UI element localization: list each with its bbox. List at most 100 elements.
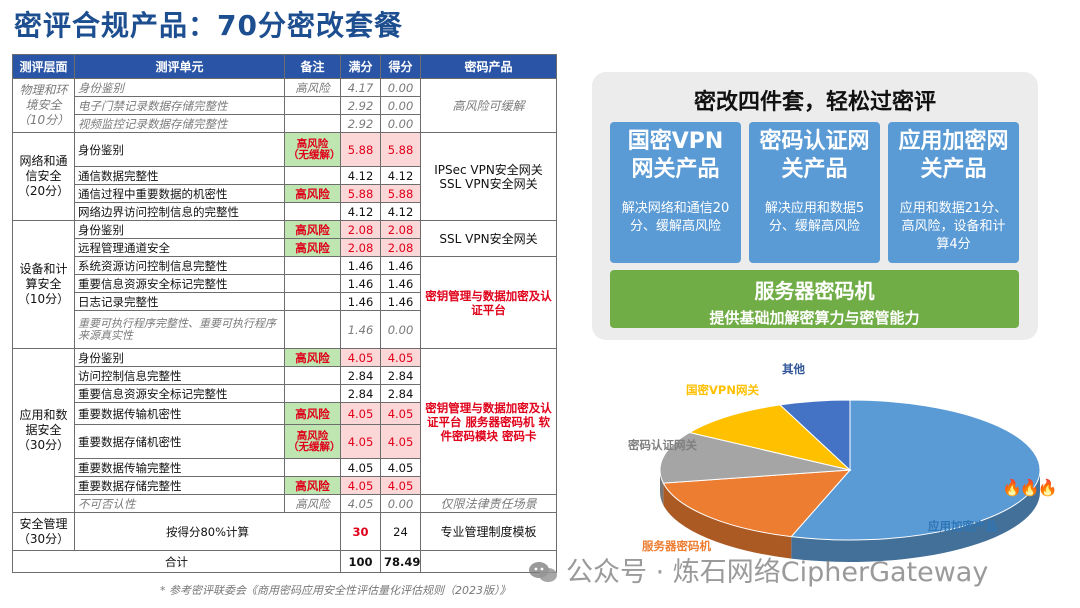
score-cell: 0.00	[380, 78, 421, 97]
note-cell	[284, 458, 341, 477]
score-cell: 4.05	[380, 348, 421, 367]
total-score: 78.49	[380, 550, 421, 573]
score-cell: 4.05	[380, 458, 421, 477]
pie-label: 其他	[782, 362, 805, 376]
note-cell: 高风险	[284, 238, 341, 257]
unit-cell: 通信数据完整性	[74, 166, 285, 185]
watermark: 公众号 · 炼石网络CipherGateway	[528, 550, 988, 589]
full-cell: 2.08	[340, 238, 381, 257]
score-cell: 0.00	[380, 96, 421, 115]
full-cell: 5.88	[340, 132, 381, 167]
card-desc: 解决网络和通信20分、缓解高风险	[621, 201, 730, 234]
unit-cell: 日志记录完整性	[74, 292, 285, 311]
table-row: 设备和计算安全（10分） 身份鉴别 高风险 2.08 2.08 SSL VPN安…	[12, 220, 557, 349]
card-desc: 应用和数据21分、高风险，设备和计算4分	[899, 201, 1008, 252]
note-cell	[284, 292, 341, 311]
full-cell: 4.05	[340, 476, 381, 495]
watermark-text: 公众号 · 炼石网络CipherGateway	[566, 557, 989, 588]
score-cell: 4.05	[380, 402, 421, 425]
full-cell: 2.08	[340, 220, 381, 239]
note-cell	[284, 384, 341, 403]
product-device-a: SSL VPN安全网关	[420, 220, 557, 257]
layer-application: 应用和数据安全（30分）	[12, 348, 75, 513]
table-row: 网络边界访问控制信息的完整性 4.12 4.12	[13, 202, 557, 221]
pie-slice-side	[660, 470, 664, 506]
unit-cell: 不可否认性	[74, 494, 285, 513]
full-cell: 2.84	[340, 384, 381, 403]
pie-label: 密码认证网关	[628, 438, 697, 452]
card-app-encryption-gateway: 应用加密网关产品 应用和数据21分、高风险，设备和计算4分	[888, 122, 1019, 263]
table-row: 通信过程中重要数据的机密性 高风险 5.88 5.88	[13, 184, 557, 203]
score-cell: 1.46	[380, 274, 421, 293]
table-row: 不可否认性 高风险 4.05 0.00 仅限法律责任场景	[13, 494, 557, 513]
unit-cell: 重要数据传输机密性	[74, 402, 285, 425]
pie-slice	[662, 469, 852, 538]
score-cell: 4.12	[380, 202, 421, 221]
header-layer: 测评层面	[12, 54, 75, 79]
note-cell: 高风险	[284, 184, 341, 203]
table-row: 通信数据完整性 4.12 4.12	[13, 166, 557, 185]
product-panel: 密改四件套，轻松过密评 国密VPN网关产品 解决网络和通信20分、缓解高风险 密…	[592, 72, 1038, 340]
note-cell	[284, 366, 341, 385]
card-desc: 解决应用和数据5分、缓解高风险	[764, 201, 865, 234]
full-cell: 4.05	[340, 458, 381, 477]
score-cell: 4.12	[380, 166, 421, 185]
note-cell	[284, 114, 341, 133]
panel-title: 密改四件套，轻松过密评	[693, 90, 936, 115]
header-score: 得分	[380, 54, 421, 79]
score-cell: 2.84	[380, 366, 421, 385]
unit-cell: 重要数据传输完整性	[74, 458, 285, 477]
note-cell	[284, 310, 341, 349]
score-cell: 0.00	[380, 310, 421, 349]
footnote: * 参考密评联委会《商用密码应用安全性评估量化评估规则（2023版）》	[160, 584, 511, 597]
unit-cell: 电子门禁记录数据存储完整性	[74, 96, 285, 115]
layer-physical: 物理和环境安全（10分）	[12, 78, 75, 133]
management-score: 24	[380, 512, 421, 551]
layer-network: 网络和通信安全（20分）	[12, 132, 75, 221]
unit-cell: 重要数据存储机密性	[74, 424, 285, 459]
table-row: 远程管理通道安全 高风险 2.08 2.08	[13, 238, 557, 257]
note-cell: 高风险（无缓解）	[284, 132, 341, 167]
unit-cell: 身份鉴别	[74, 78, 285, 97]
unit-cell: 通信过程中重要数据的机密性	[74, 184, 285, 203]
server-crypto-machine: 服务器密码机 提供基础加解密算力与密管能力	[610, 270, 1019, 328]
unit-cell: 访问控制信息完整性	[74, 366, 285, 385]
pie-slice	[778, 399, 851, 472]
header-note: 备注	[284, 54, 341, 79]
full-cell: 4.17	[340, 78, 381, 97]
full-cell: 4.05	[340, 494, 381, 513]
note-cell	[284, 202, 341, 221]
page-title: 密评合规产品：70分密改套餐	[14, 9, 403, 42]
note-cell: 高风险	[284, 220, 341, 239]
unit-cell: 重要信息资源安全标记完整性	[74, 274, 285, 293]
table-row: 系统资源访问控制信息完整性 1.46 1.46 密钥管理与数据加密及认证平台	[13, 256, 557, 349]
product-application-a: 密钥管理与数据加密及认证平台 服务器密码机 软件密码模块 密码卡	[420, 348, 557, 495]
unit-cell: 身份鉴别	[74, 132, 285, 167]
full-cell: 4.12	[340, 166, 381, 185]
score-cell: 2.08	[380, 220, 421, 239]
note-cell: 高风险	[284, 78, 341, 97]
score-cell: 0.00	[380, 494, 421, 513]
table-row: 重要数据存储机密性 高风险（无缓解） 4.05 4.05	[13, 424, 557, 459]
unit-cell: 身份鉴别	[74, 348, 285, 367]
full-cell: 4.05	[340, 402, 381, 425]
management-full: 30	[340, 512, 381, 551]
score-cell: 2.08	[380, 238, 421, 257]
pie-slice	[688, 404, 852, 471]
note-cell	[284, 96, 341, 115]
table-row: 网络和通信安全（20分） 身份鉴别 高风险（无缓解） 5.88 5.88 IPS…	[12, 132, 557, 221]
layer-management: 安全管理（30分）	[12, 512, 75, 551]
full-cell: 4.05	[340, 348, 381, 367]
table-row: 应用和数据安全（30分） 身份鉴别 高风险 4.05 4.05 密钥管理与数据加…	[12, 348, 557, 513]
score-cell: 5.88	[380, 184, 421, 203]
table-row: 电子门禁记录数据存储完整性 2.92 0.00	[13, 96, 557, 115]
score-cell: 1.46	[380, 256, 421, 275]
header-unit: 测评单元	[74, 54, 285, 79]
total-empty	[420, 550, 557, 573]
layer-device: 设备和计算安全（10分）	[12, 220, 75, 349]
card-title: 国密VPN网关产品	[627, 129, 724, 182]
full-cell: 1.46	[340, 256, 381, 275]
unit-cell: 重要可执行程序完整性、重要可执行程序来源真实性	[74, 310, 285, 349]
full-cell: 2.92	[340, 114, 381, 133]
full-cell: 1.46	[340, 292, 381, 311]
